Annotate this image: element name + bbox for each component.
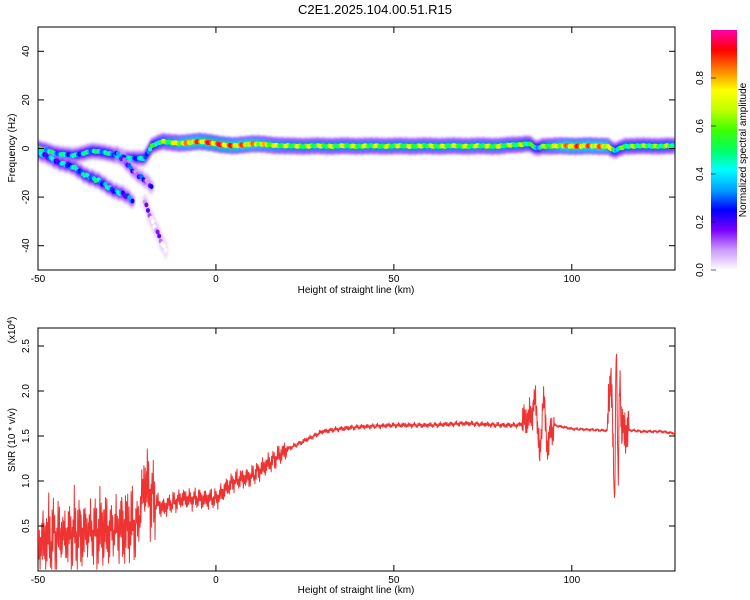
x-tick-label: 0 — [213, 274, 219, 285]
snr-x-ticks: -50 0 50 100 — [31, 328, 581, 586]
y-tick-label: 2.5 — [21, 339, 32, 353]
heat-cell — [145, 208, 150, 213]
heat-cell — [155, 229, 160, 235]
colorbar-tick-label: 0.8 — [695, 71, 706, 85]
heat-cell — [149, 184, 154, 190]
y-tick-label: 0 — [21, 145, 32, 151]
heat-cell — [150, 219, 155, 224]
y-tick-label: 2.0 — [21, 384, 32, 398]
y-tick-label: 40 — [21, 45, 32, 57]
spectrogram-x-label: Height of straight line (km) — [298, 285, 415, 296]
spectrogram-y-label: Frequency (Hz) — [7, 114, 18, 183]
y-tick-label: 0.5 — [21, 519, 32, 533]
heat-cell — [161, 243, 166, 249]
spectrogram-x-ticks: -50 0 50 100 — [31, 27, 581, 285]
snr-frame — [37, 327, 676, 572]
snr-scale-label: (x104) — [7, 317, 19, 344]
y-tick-label: -20 — [21, 189, 32, 204]
colorbar-label: Normalized spectral amplitude — [738, 82, 749, 217]
heat-cell — [144, 202, 149, 208]
spectrogram-panel: -50 0 50 100 -40 -20 0 20 40 Height of straight… — [7, 26, 676, 296]
y-tick-label: 1.5 — [21, 429, 32, 443]
x-tick-label: 0 — [213, 575, 219, 586]
snr-scale-exponent: 4 — [7, 320, 14, 324]
page-title: C2E1.2025.104.00.51.R15 — [298, 2, 452, 17]
snr-y-label: SNR (10 * v/v) — [7, 408, 18, 472]
x-tick-label: 50 — [388, 575, 400, 586]
snr-x-label: Height of straight line (km) — [298, 585, 415, 596]
snr-series-line — [38, 353, 675, 570]
x-tick-label: 100 — [563, 274, 580, 285]
heat-cell — [130, 198, 135, 204]
colorbar-tick-label: 0.0 — [695, 263, 706, 277]
y-tick-label: 1.0 — [21, 474, 32, 488]
colorbar-tick-label: 0.6 — [695, 119, 706, 133]
heat-cell — [157, 233, 162, 239]
snr-panel: -50 0 50 100 0.5 1.0 1.5 2.0 2.5 Height of stra… — [7, 317, 676, 596]
colorbar: 0.0 0.2 0.4 0.6 0.8 Normalized spectral ampl… — [695, 30, 749, 277]
colorbar-tick-label: 0.2 — [695, 215, 706, 229]
x-tick-label: -50 — [31, 274, 46, 285]
heat-cell — [671, 143, 675, 149]
heat-cell — [163, 247, 168, 253]
x-tick-label: 50 — [388, 274, 400, 285]
colorbar-tick-label: 0.4 — [695, 167, 706, 181]
x-tick-label: -50 — [31, 575, 46, 586]
x-tick-label: 100 — [563, 575, 580, 586]
colorbar-strip — [711, 30, 737, 270]
heat-cell — [122, 157, 127, 163]
spectrogram-y-ticks: -40 -20 0 20 40 — [21, 45, 675, 253]
spectrogram-heat — [38, 132, 675, 259]
y-tick-label: 20 — [21, 94, 32, 106]
snr-y-ticks: 0.5 1.0 1.5 2.0 2.5 — [21, 339, 675, 533]
y-tick-label: -40 — [21, 238, 32, 253]
colorbar-ticks: 0.0 0.2 0.4 0.6 0.8 — [695, 71, 716, 277]
heat-core — [38, 138, 675, 253]
